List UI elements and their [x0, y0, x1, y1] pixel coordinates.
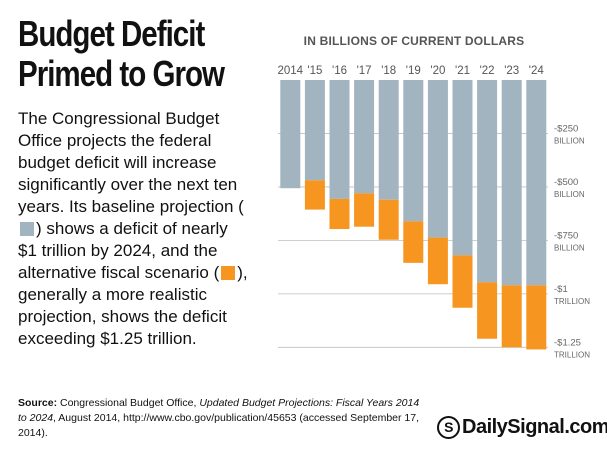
- y-tick-unit-1: BILLION: [554, 190, 585, 199]
- source-label: Source:: [18, 397, 58, 409]
- signal-logo-icon: S: [437, 416, 460, 439]
- alternative-bar-'24: [526, 285, 547, 350]
- y-tick-unit-4: TRILLION: [554, 350, 590, 359]
- y-tick-value-3: -$1: [554, 284, 568, 295]
- x-tick-label-'16: '16: [332, 65, 347, 77]
- x-tick-label-'17: '17: [357, 65, 372, 77]
- headline-line-2: Primed to Grow: [18, 53, 225, 94]
- source-text-2: , August 2014, http://www.cbo.gov/public…: [18, 412, 420, 439]
- baseline-bar-'22: [477, 80, 498, 283]
- y-tick-unit-2: BILLION: [554, 243, 585, 252]
- headline: Budget Deficit Primed to Grow: [18, 13, 225, 94]
- y-tick-unit-3: TRILLION: [554, 297, 590, 306]
- baseline-bar-'18: [378, 80, 399, 200]
- baseline-bar-'16: [329, 80, 350, 199]
- source-title: Updated Budget Projections: Fiscal Years…: [18, 397, 420, 424]
- baseline-bar-'20: [427, 80, 448, 238]
- x-tick-label-'18: '18: [381, 65, 396, 77]
- chart-title: IN BILLIONS OF CURRENT DOLLARS: [303, 34, 525, 48]
- alternative-bar-'16: [329, 198, 350, 230]
- alternative-bar-'17: [354, 193, 375, 227]
- alternative-bar-'22: [477, 282, 498, 339]
- baseline-bar-'23: [501, 80, 522, 286]
- brand-name: DailySignal.com: [462, 416, 607, 438]
- x-tick-label-'20: '20: [430, 65, 445, 77]
- baseline-bar-'21: [452, 80, 473, 256]
- alternative-bar-'21: [452, 255, 473, 308]
- alternative-swatch-icon: [221, 266, 236, 280]
- baseline-swatch-icon: [20, 222, 34, 236]
- source-note: Source: Congressional Budget Office, Upd…: [18, 396, 428, 441]
- y-tick-value-4: -$1.25: [554, 337, 581, 348]
- baseline-bar-'24: [526, 80, 547, 286]
- alternative-bar-'19: [403, 221, 424, 263]
- alternative-bar-'15: [304, 180, 325, 210]
- source-text-1: Congressional Budget Office,: [57, 397, 200, 409]
- y-tick-value-1: -$500: [554, 177, 578, 188]
- y-tick-unit-0: BILLION: [554, 136, 585, 145]
- baseline-bar-'15: [304, 80, 325, 181]
- alternative-bar-'23: [501, 285, 522, 348]
- x-tick-label-'15: '15: [307, 65, 322, 77]
- description-part-1: The Congressional Budget Office projects…: [18, 109, 244, 216]
- y-tick-value-0: -$250: [554, 123, 578, 134]
- description-part-2: ) shows a deficit of nearly $1 trillion …: [18, 219, 228, 282]
- description: The Congressional Budget Office projects…: [18, 108, 248, 350]
- baseline-bar-'17: [354, 80, 375, 194]
- baseline-bar-2014: [280, 80, 301, 189]
- x-tick-label-'19: '19: [406, 65, 421, 77]
- headline-line-1: Budget Deficit: [18, 13, 205, 54]
- x-tick-label-'21: '21: [455, 65, 470, 77]
- x-tick-label-'22: '22: [480, 65, 495, 77]
- x-tick-label-2014: 2014: [278, 65, 304, 77]
- baseline-bar-'19: [403, 80, 424, 222]
- description-part-3: ), generally a more realistic projection…: [18, 263, 248, 348]
- x-tick-label-'23: '23: [504, 65, 519, 77]
- alternative-bar-'18: [378, 199, 399, 240]
- alternative-bar-'20: [427, 237, 448, 285]
- brand-logo: S DailySignal.com: [437, 416, 607, 439]
- x-tick-label-'24: '24: [529, 65, 545, 77]
- y-tick-value-2: -$750: [554, 230, 578, 241]
